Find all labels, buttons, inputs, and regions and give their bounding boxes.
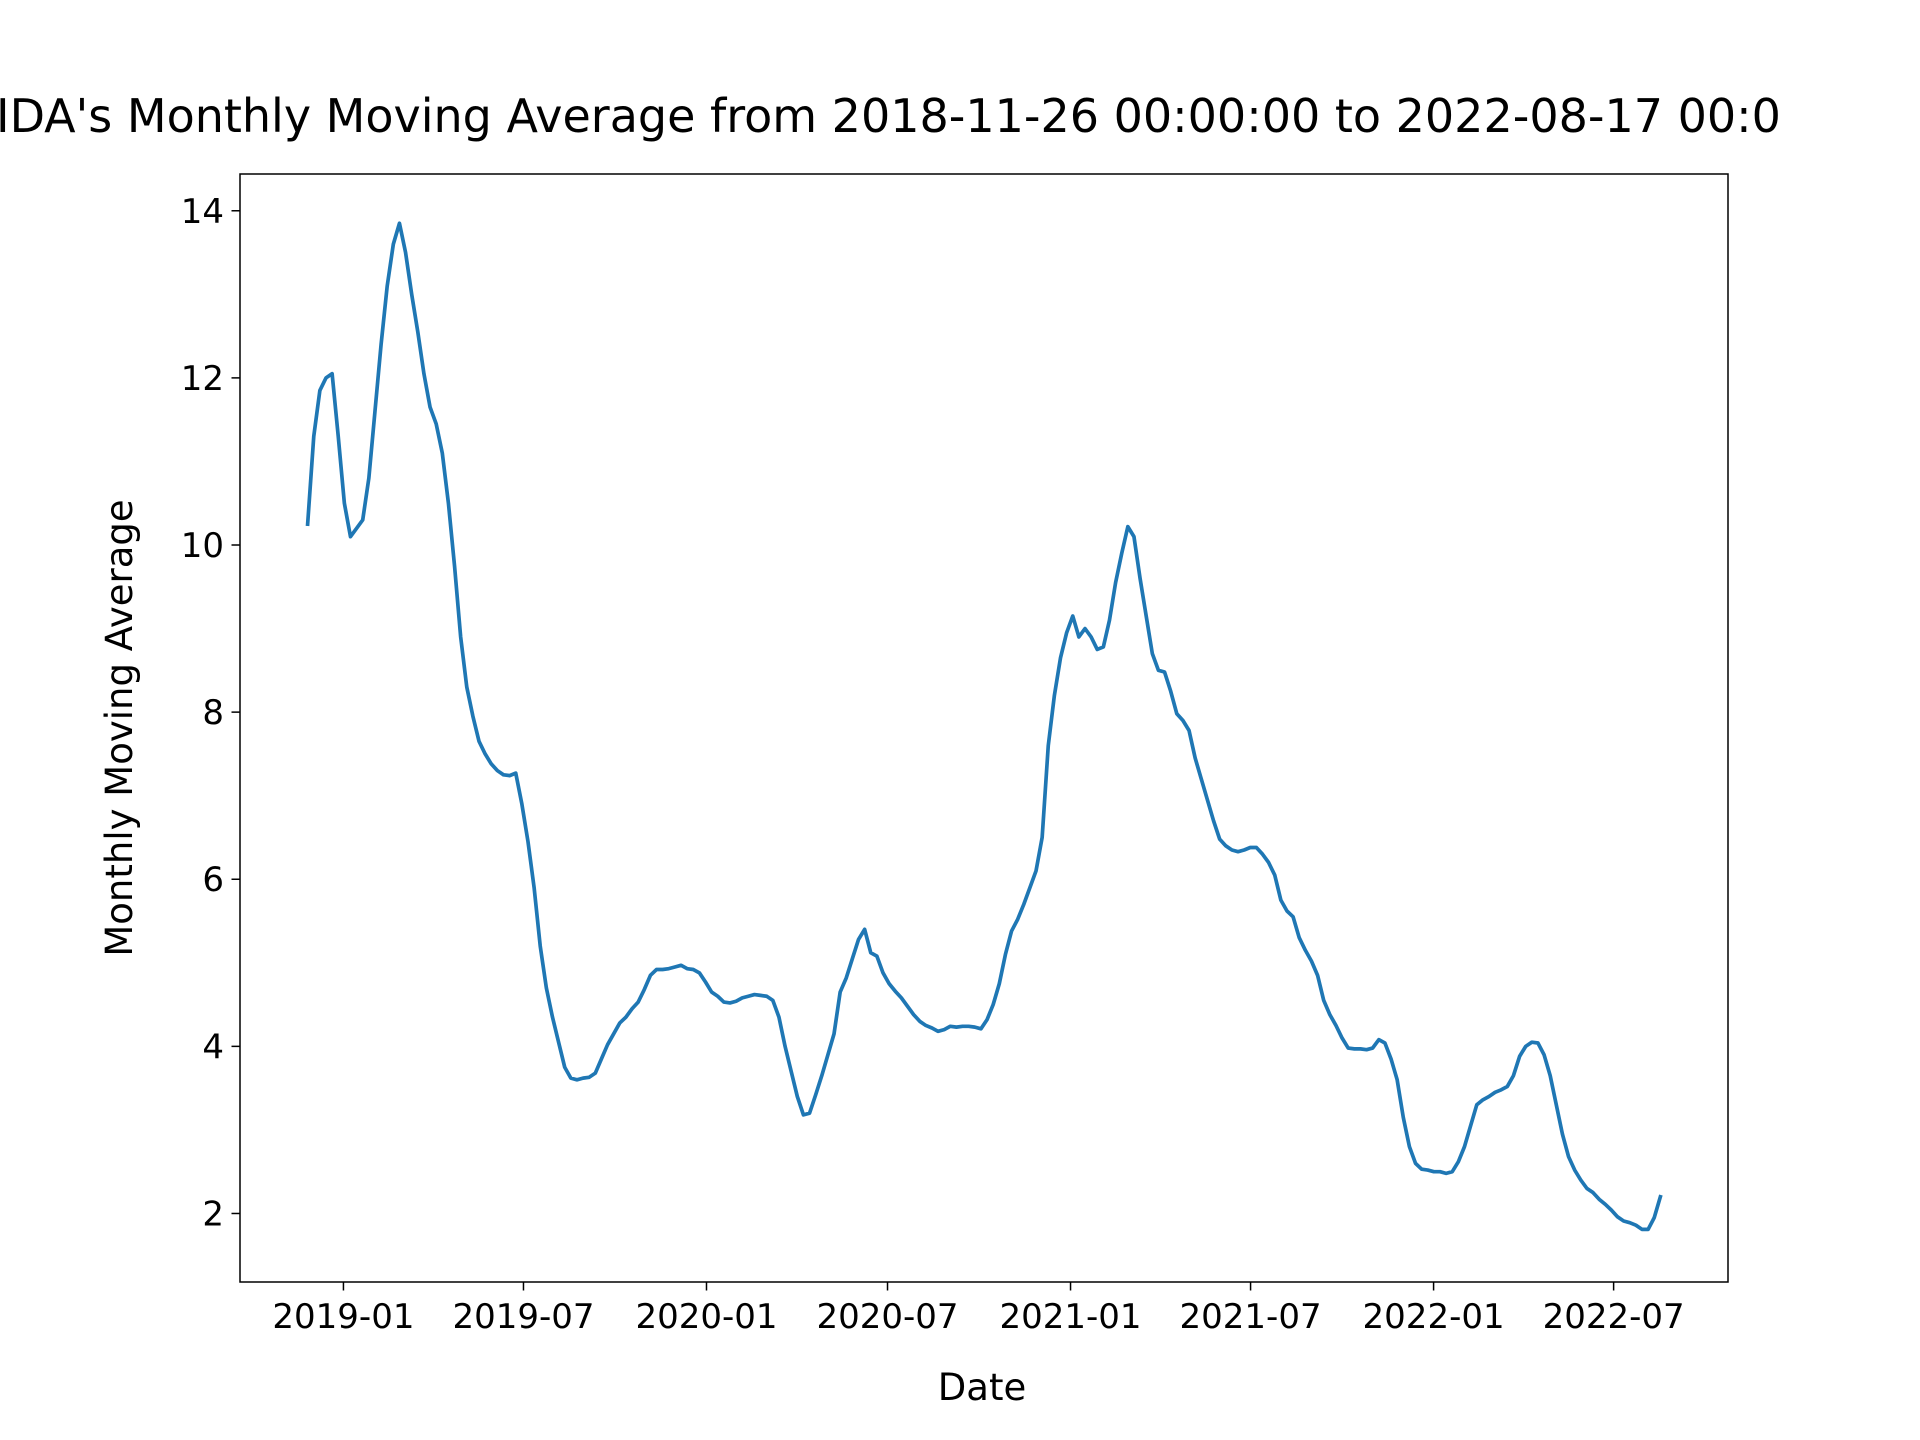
y-tick-label: 10	[181, 526, 224, 566]
chart-title: IDA's Monthly Moving Average from 2018-1…	[0, 89, 1781, 143]
x-tick-label: 2022-07	[1543, 1297, 1685, 1337]
plot-frame	[239, 173, 1729, 1283]
y-tick-label: 14	[181, 192, 224, 232]
y-tick-label: 8	[202, 693, 224, 733]
x-tick-label: 2020-01	[635, 1297, 777, 1337]
y-tick-label: 6	[202, 860, 224, 900]
y-tick-label: 2	[202, 1194, 224, 1234]
x-tick-label: 2019-07	[452, 1297, 594, 1337]
x-axis-label: Date	[938, 1366, 1026, 1409]
x-tick-label: 2022-01	[1363, 1297, 1505, 1337]
data-line	[305, 221, 1663, 1232]
x-tick-label: 2020-07	[816, 1297, 958, 1337]
x-tick-label: 2021-01	[1000, 1297, 1142, 1337]
x-tick-label: 2021-07	[1180, 1297, 1322, 1337]
y-axis-label: Monthly Moving Average	[98, 499, 141, 956]
y-tick-label: 12	[181, 359, 224, 399]
x-tick-label: 2019-01	[272, 1297, 414, 1337]
y-tick-label: 4	[202, 1027, 224, 1067]
